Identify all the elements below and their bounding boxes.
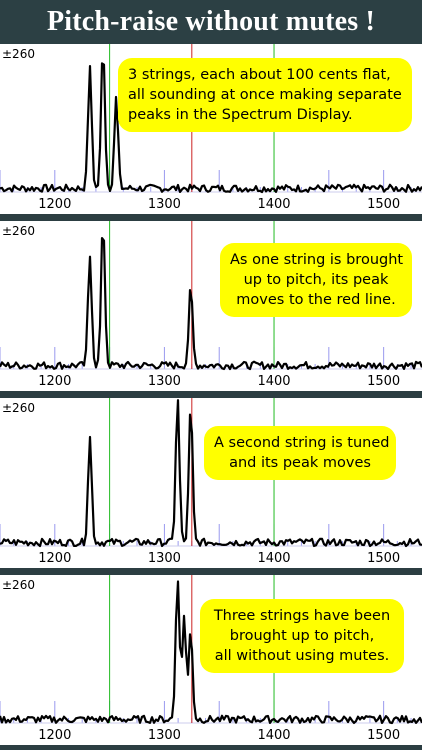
spectrum-trace: [0, 580, 422, 725]
spectrum-chart: 1200 1300 1400 1500: [0, 398, 422, 566]
spectrum-panel-1: 1200 1300 1400 1500 ±260 3 strings, each ab…: [0, 44, 422, 214]
scale-label: ±260: [2, 47, 35, 61]
spectrum-trace: [0, 237, 422, 371]
callout-line: Three strings have been: [213, 608, 391, 624]
x-tick-label: 1300: [148, 197, 181, 212]
callout-line: all without using mutes.: [214, 648, 390, 664]
scale-label: ±260: [2, 578, 35, 592]
callout-line: brought up to pitch,: [229, 628, 375, 644]
callout-line: moves to the red line.: [236, 292, 396, 308]
callout-line: up to pitch, its peak: [243, 272, 389, 288]
page-title: Pitch-raise without mutes !: [46, 6, 376, 37]
title-bar: Pitch-raise without mutes !: [0, 0, 422, 44]
spectrum-panel-3: 1200 1300 1400 1500 ±260 A second string is…: [0, 398, 422, 568]
callout-line: A second string is tuned: [214, 435, 390, 451]
spectrum-chart: 1200 1300 1400 1500: [0, 221, 422, 389]
callout: A second string is tuned and its peak mo…: [204, 426, 396, 480]
x-tick-label: 1200: [38, 551, 71, 566]
x-tick-label: 1200: [38, 197, 71, 212]
x-tick-label: 1300: [148, 551, 181, 566]
x-tick-label: 1500: [367, 197, 400, 212]
x-tick-label: 1500: [367, 374, 400, 389]
scale-label: ±260: [2, 224, 35, 238]
x-tick-label: 1400: [257, 551, 290, 566]
x-tick-label: 1300: [148, 374, 181, 389]
x-tick-label: 1300: [148, 728, 181, 743]
callout-line: all sounding at once making separate: [128, 87, 402, 103]
spectrum-trace: [0, 399, 422, 548]
callout-line: As one string is brought: [230, 252, 404, 268]
x-tick-label: 1200: [38, 374, 71, 389]
spectrum-panel-4: 1200 1300 1400 1500 ±260 Three strings have…: [0, 575, 422, 745]
x-tick-label: 1200: [38, 728, 71, 743]
callout: 3 strings, each about 100 cents flat, al…: [118, 58, 412, 132]
callout-line: and its peak moves: [229, 455, 371, 471]
callout: As one string is brought up to pitch, it…: [220, 243, 412, 317]
scale-label: ±260: [2, 401, 35, 415]
spectrum-panel-2: 1200 1300 1400 1500 ±260 As one string is b…: [0, 221, 422, 391]
x-tick-label: 1500: [367, 551, 400, 566]
callout-line: 3 strings, each about 100 cents flat,: [128, 67, 391, 83]
spectrum-chart: 1200 1300 1400 1500: [0, 575, 422, 743]
spectrum-chart: 1200 1300 1400 1500: [0, 44, 422, 212]
x-tick-label: 1400: [257, 728, 290, 743]
x-tick-label: 1400: [257, 374, 290, 389]
callout-line: peaks in the Spectrum Display.: [128, 107, 353, 123]
spectrum-trace: [0, 62, 422, 194]
callout: Three strings have been brought up to pi…: [200, 599, 404, 673]
x-tick-label: 1500: [367, 728, 400, 743]
x-tick-label: 1400: [257, 197, 290, 212]
